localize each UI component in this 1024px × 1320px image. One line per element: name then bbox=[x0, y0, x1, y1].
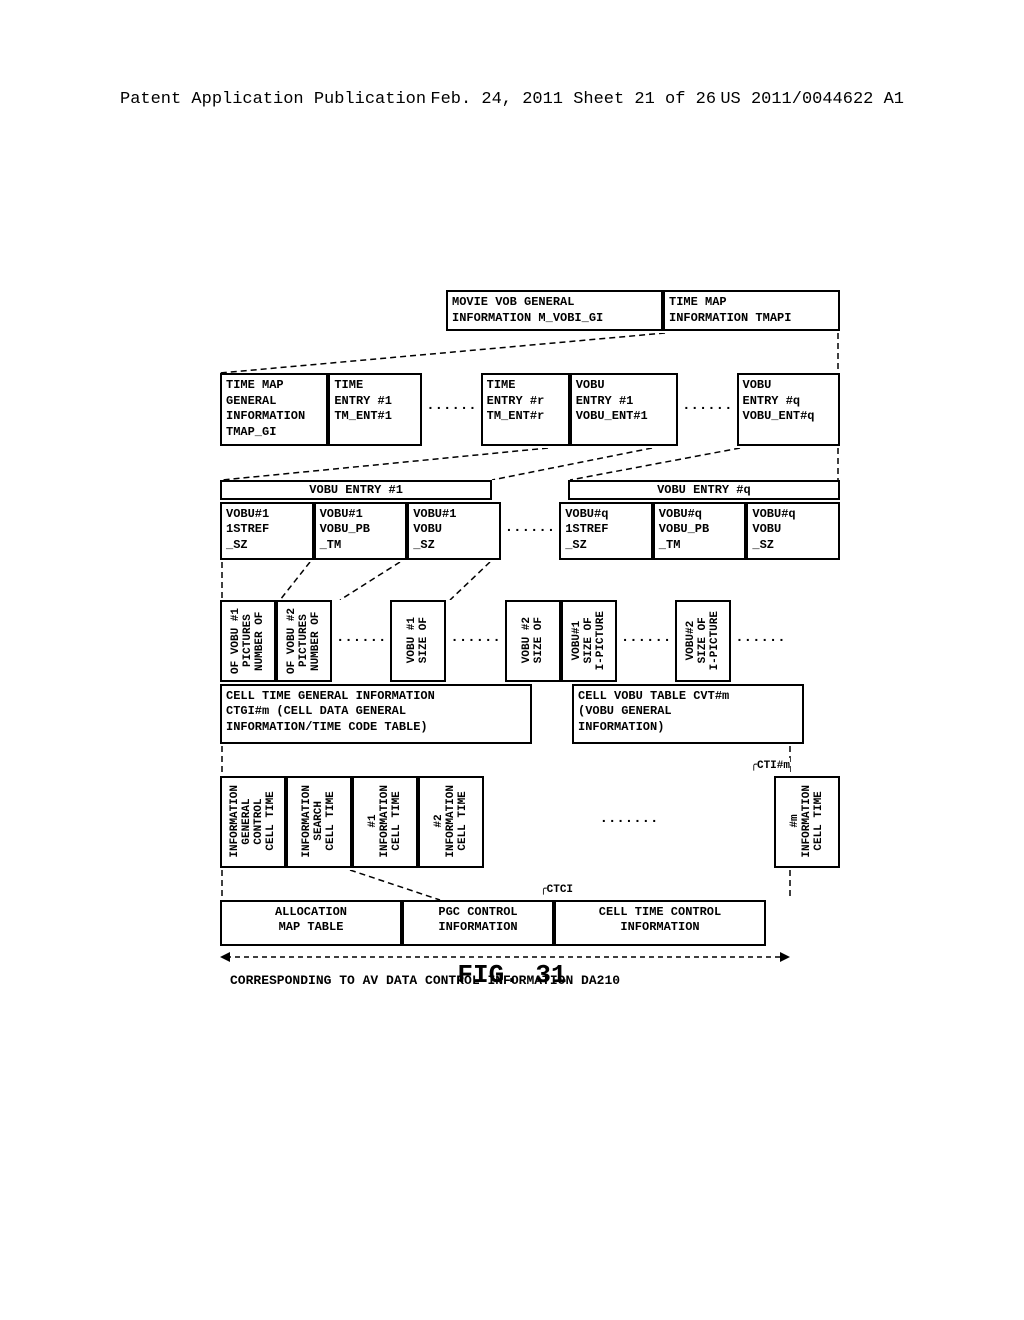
vbox-ipic-size2: I-PICTURESIZE OFVOBU#2 bbox=[675, 600, 731, 682]
dots-icon: ······ bbox=[678, 373, 736, 445]
diagram: MOVIE VOB GENERALINFORMATION M_VOBI_GI T… bbox=[220, 290, 840, 988]
box-vobuq-sz: VOBU#qVOBU_SZ bbox=[746, 502, 840, 560]
row-cti: CELL TIMECONTROLGENERALINFORMATION CELL … bbox=[220, 776, 840, 868]
box-tm-ent1: TIMEENTRY #1TM_ENT#1 bbox=[328, 373, 422, 445]
connector-4 bbox=[220, 746, 840, 776]
vbox-cell-ctrl-gi: CELL TIMECONTROLGENERALINFORMATION bbox=[220, 776, 286, 868]
dots-icon: ······ bbox=[617, 600, 675, 682]
box-vobuq-pbtm: VOBU#qVOBU_PB_TM bbox=[653, 502, 747, 560]
box-cell-time-ctrl: CELL TIME CONTROLINFORMATION bbox=[554, 900, 766, 946]
header-center: Feb. 24, 2011 Sheet 21 of 26 bbox=[430, 90, 716, 109]
dots-icon bbox=[492, 480, 568, 500]
header-right: US 2011/0044622 A1 bbox=[720, 90, 904, 109]
box-vobu-entq: VOBUENTRY #qVOBU_ENT#q bbox=[737, 373, 841, 445]
dots-icon: ······ bbox=[422, 373, 480, 445]
box-tm-entr: TIMEENTRY #rTM_ENT#r bbox=[481, 373, 570, 445]
header-vobu-entry-1: VOBU ENTRY #1 bbox=[220, 480, 492, 500]
dots-icon: ······ bbox=[332, 600, 390, 682]
box-tmapi: TIME MAPINFORMATION TMAPI bbox=[663, 290, 840, 331]
box-pgc-ctrl: PGC CONTROLINFORMATION bbox=[402, 900, 554, 946]
dots-icon: ······ bbox=[731, 600, 789, 682]
box-vobu1-sz: VOBU#1VOBU_SZ bbox=[407, 502, 501, 560]
connector-5 bbox=[220, 870, 840, 900]
row-ctgi-cvt: CELL TIME GENERAL INFORMATIONCTGI#m (CEL… bbox=[220, 684, 840, 744]
header-left: Patent Application Publication bbox=[120, 90, 426, 109]
dots-icon: ······· bbox=[484, 776, 774, 868]
vbox-size-vobu1: SIZE OFVOBU #1 bbox=[390, 600, 446, 682]
connector-3 bbox=[220, 562, 840, 600]
vbox-cell-ti2: CELL TIMEINFORMATION#2 bbox=[418, 776, 484, 868]
box-vobu1-pbtm: VOBU#1VOBU_PB_TM bbox=[314, 502, 408, 560]
row-top: MOVIE VOB GENERALINFORMATION M_VOBI_GI T… bbox=[220, 290, 840, 331]
box-ctgi: CELL TIME GENERAL INFORMATIONCTGI#m (CEL… bbox=[220, 684, 532, 744]
vbox-cell-tim: CELL TIMEINFORMATION#m bbox=[774, 776, 840, 868]
row-vertical-vobu: NUMBER OFPICTURESOF VOBU #1 NUMBER OFPIC… bbox=[220, 600, 840, 682]
vbox-size-vobu2: SIZE OFVOBU #2 bbox=[505, 600, 561, 682]
row-vobu-headers: VOBU ENTRY #1 VOBU ENTRY #q bbox=[220, 480, 840, 500]
row-vobu-entries: VOBU#11STREF_SZ VOBU#1VOBU_PB_TM VOBU#1V… bbox=[220, 502, 840, 560]
box-vobu-ent1: VOBUENTRY #1VOBU_ENT#1 bbox=[570, 373, 678, 445]
vbox-cell-search: CELL TIMESEARCHINFORMATION bbox=[286, 776, 352, 868]
box-cvt: CELL VOBU TABLE CVT#m(VOBU GENERALINFORM… bbox=[572, 684, 804, 744]
label-ctim: ╭CTI#m bbox=[750, 758, 790, 772]
page-header: Patent Application Publication Feb. 24, … bbox=[120, 90, 904, 109]
header-vobu-entry-q: VOBU ENTRY #q bbox=[568, 480, 840, 500]
vbox-ipic-size1: I-PICTURESIZE OFVOBU#1 bbox=[561, 600, 617, 682]
box-alloc-map: ALLOCATIONMAP TABLE bbox=[220, 900, 402, 946]
label-ctci: ╭CTCI bbox=[540, 882, 573, 896]
row-ctci: ALLOCATIONMAP TABLE PGC CONTROLINFORMATI… bbox=[220, 900, 840, 946]
row-tmap: TIME MAPGENERALINFORMATIONTMAP_GI TIMEEN… bbox=[220, 373, 840, 445]
box-vobu1-1stref: VOBU#11STREF_SZ bbox=[220, 502, 314, 560]
figure-label: FIG. 31 bbox=[457, 960, 566, 990]
dots-icon: ······ bbox=[501, 502, 559, 560]
vbox-pics-vobu1: NUMBER OFPICTURESOF VOBU #1 bbox=[220, 600, 276, 682]
box-tmap-gi: TIME MAPGENERALINFORMATIONTMAP_GI bbox=[220, 373, 328, 445]
connector-1 bbox=[220, 333, 840, 373]
vbox-cell-ti1: CELL TIMEINFORMATION#1 bbox=[352, 776, 418, 868]
connector-2 bbox=[220, 448, 840, 480]
box-movie-vob-gi: MOVIE VOB GENERALINFORMATION M_VOBI_GI bbox=[446, 290, 663, 331]
dots-icon: ······ bbox=[446, 600, 504, 682]
box-vobuq-1stref: VOBU#q1STREF_SZ bbox=[559, 502, 653, 560]
vbox-pics-vobu2: NUMBER OFPICTURESOF VOBU #2 bbox=[276, 600, 332, 682]
